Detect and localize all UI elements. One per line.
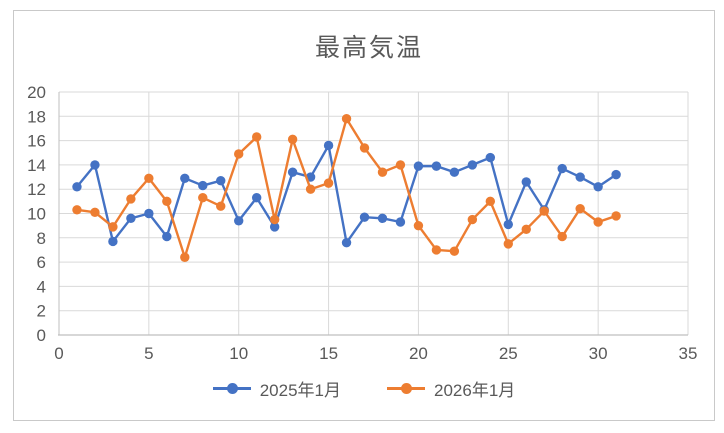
legend-line-marker-orange-icon — [387, 383, 425, 394]
series-2026年1月[interactable] — [72, 114, 621, 262]
svg-text:20: 20 — [27, 83, 46, 102]
svg-text:5: 5 — [144, 344, 153, 363]
svg-text:0: 0 — [37, 326, 46, 345]
legend-item-2025-jan[interactable]: 2025年1月 — [212, 376, 341, 401]
svg-text:8: 8 — [37, 229, 46, 248]
svg-text:18: 18 — [27, 107, 46, 126]
svg-text:35: 35 — [679, 344, 698, 363]
svg-text:15: 15 — [319, 344, 338, 363]
svg-text:12: 12 — [27, 180, 46, 199]
svg-text:25: 25 — [499, 344, 518, 363]
svg-text:0: 0 — [54, 344, 63, 363]
legend-item-2026-jan[interactable]: 2026年1月 — [387, 376, 515, 401]
svg-text:10: 10 — [27, 205, 46, 224]
svg-text:20: 20 — [409, 344, 428, 363]
chart-title: 最高気温 — [314, 34, 423, 62]
axis-lines — [58, 92, 688, 336]
legend-dot-blue-icon — [226, 383, 238, 394]
gridlines — [59, 91, 689, 335]
legend-dot-orange-icon — [401, 383, 412, 394]
legend-line-marker-blue-icon — [212, 383, 251, 394]
svg-text:14: 14 — [27, 156, 46, 175]
svg-text:2: 2 — [37, 302, 46, 321]
x-axis-tick-labels: 0 5 10 15 20 25 30 35 — [54, 344, 697, 363]
series-2025年1月[interactable] — [72, 140, 621, 248]
svg-text:16: 16 — [27, 132, 46, 151]
legend-label-2026-jan: 2026年1月 — [434, 381, 516, 400]
y-axis-tick-labels: 0 2 4 6 8 10 12 14 16 18 20 — [27, 83, 46, 345]
legend-label-2025-jan: 2025年1月 — [259, 381, 341, 400]
svg-text:10: 10 — [229, 344, 248, 363]
chart-legend: 2025年1月 2026年1月 — [13, 376, 715, 401]
svg-text:30: 30 — [589, 344, 608, 363]
svg-text:6: 6 — [37, 253, 46, 272]
svg-text:4: 4 — [37, 277, 46, 296]
